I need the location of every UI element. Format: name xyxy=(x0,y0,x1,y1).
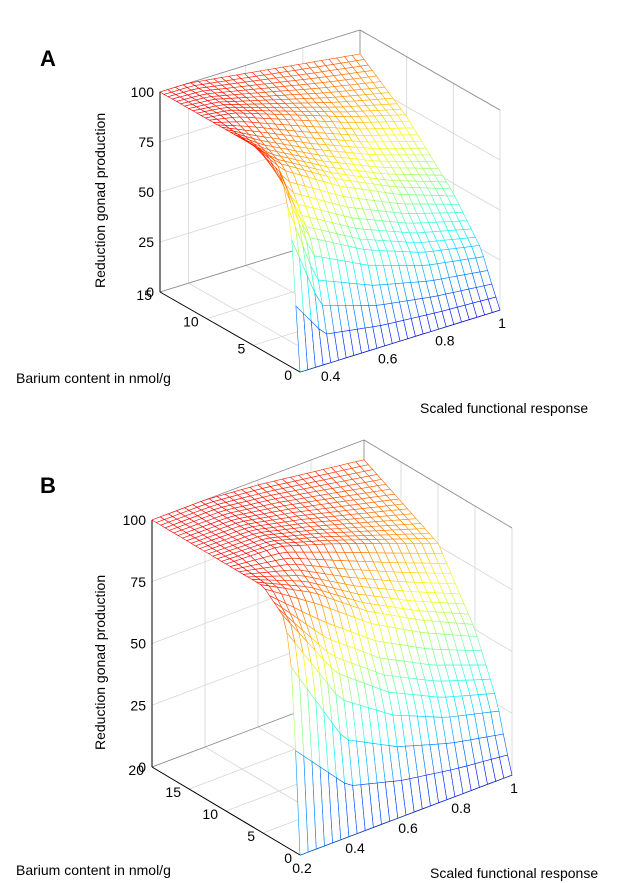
y-tick-label: 15 xyxy=(136,287,152,303)
x-tick-label: 0.8 xyxy=(435,333,455,349)
z-axis-label-b: Reduction gonad production xyxy=(92,575,108,750)
surface-plot-a: A 0 25 50 75 100 0 5 10 15 0.4 0.6 0.8 1 Reduction g… xyxy=(16,29,588,416)
y-tick-label: 10 xyxy=(202,806,218,822)
z-tick-label: 25 xyxy=(130,697,146,713)
y-axis-line xyxy=(151,766,301,856)
y-axis-label-a: Barium content in nmol/g xyxy=(16,370,171,386)
z-tick-label: 0 xyxy=(138,759,146,775)
panel-label-a: A xyxy=(40,46,56,71)
z-tick-label: 50 xyxy=(138,184,154,200)
z-tick-label: 75 xyxy=(138,134,154,150)
axis-edge xyxy=(359,29,501,111)
z-tick-label: 0 xyxy=(146,284,154,300)
z-tick-label: 100 xyxy=(123,512,147,528)
z-tick-label: 25 xyxy=(138,234,154,250)
tick-labels-b: 0 25 50 75 100 0 5 10 15 20 0.2 0.4 0.6 0.8 1 xyxy=(123,512,518,876)
x-tick-label: 0.6 xyxy=(378,350,398,366)
x-tick-label: 0.6 xyxy=(398,820,418,836)
y-tick-label: 15 xyxy=(165,784,181,800)
z-axis-label-a: Reduction gonad production xyxy=(92,113,108,288)
y-tick-label: 0 xyxy=(284,367,292,383)
y-tick-label: 20 xyxy=(128,762,144,778)
axis-edge xyxy=(363,439,513,529)
x-tick-label: 1 xyxy=(498,315,506,331)
surface-cell xyxy=(499,754,513,779)
y-axis-label-b: Barium content in nmol/g xyxy=(16,862,171,878)
surface-plot-b: B 0 25 50 75 100 0 5 10 15 20 0.2 0.4 0.6 0.8 1 Reduct… xyxy=(16,439,598,881)
x-tick-label: 0.4 xyxy=(345,840,365,856)
surface-mesh-b xyxy=(151,459,513,856)
y-tick-label: 0 xyxy=(284,850,292,866)
y-axis-line xyxy=(159,291,301,373)
surface-cell xyxy=(487,296,501,313)
z-tick-label: 75 xyxy=(130,574,146,590)
x-tick-label: 0.4 xyxy=(321,368,341,384)
surface-mesh-a xyxy=(159,53,501,373)
z-tick-label: 50 xyxy=(130,636,146,652)
x-tick-label: 1 xyxy=(510,780,518,796)
x-axis-label-a: Scaled functional response xyxy=(420,400,588,416)
y-tick-label: 10 xyxy=(183,314,199,330)
y-tick-label: 5 xyxy=(247,828,255,844)
panel-label-b: B xyxy=(40,473,56,498)
axis-edge xyxy=(159,29,361,93)
y-tick-label: 5 xyxy=(238,340,246,356)
z-tick-label: 100 xyxy=(131,84,155,100)
tick-labels-a: 0 25 50 75 100 0 5 10 15 0.4 0.6 0.8 1 xyxy=(131,84,506,384)
x-axis-label-b: Scaled functional response xyxy=(430,865,598,881)
x-tick-label: 0.8 xyxy=(451,800,471,816)
x-tick-label: 0.2 xyxy=(292,860,312,876)
